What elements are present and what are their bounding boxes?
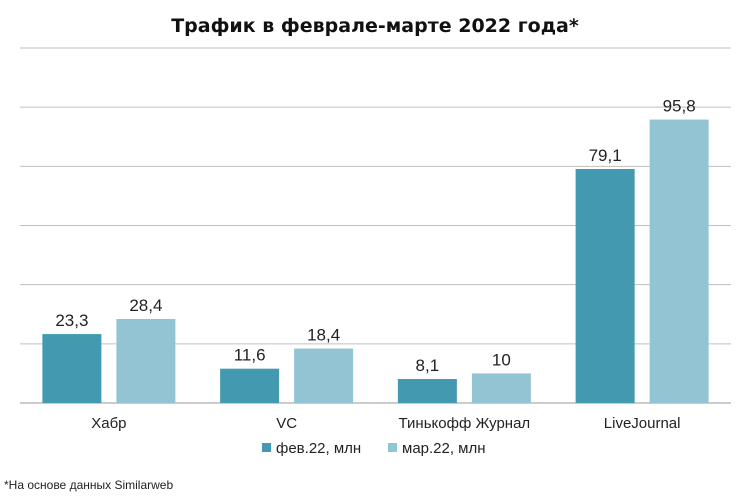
legend: фев.22, млн мар.22, млн [262, 440, 486, 457]
bar-s0-c1 [220, 368, 280, 403]
data-label-s0-c3: 79,1 [589, 146, 622, 165]
data-label-s1-c2: 10 [492, 350, 511, 369]
legend-label-1: мар.22, млн [402, 440, 486, 457]
data-label-s1-c0: 28,4 [129, 296, 162, 315]
bar-s0-c2 [397, 379, 457, 403]
chart-title: Трафик в феврале-марте 2022 года* [171, 15, 579, 37]
bars [42, 119, 709, 403]
data-label-s0-c1: 11,6 [234, 346, 266, 365]
footnote: *На основе данных Similarweb [4, 478, 173, 492]
bar-s1-c0 [116, 318, 176, 403]
legend-swatch-0 [262, 443, 271, 452]
data-label-s1-c3: 95,8 [663, 97, 696, 116]
data-label-s0-c0: 23,3 [55, 311, 88, 330]
category-labels: Хабр VC Тинькофф Журнал LiveJournal [91, 415, 680, 432]
category-label-0: Хабр [91, 415, 126, 432]
bar-s0-c0 [42, 334, 102, 403]
category-label-1: VC [276, 415, 297, 432]
bar-s0-c3 [575, 168, 635, 403]
data-label-s1-c1: 18,4 [307, 326, 340, 345]
bar-s1-c2 [471, 373, 531, 403]
category-label-3: LiveJournal [604, 415, 681, 432]
category-label-2: Тинькофф Журнал [399, 415, 531, 432]
bar-s1-c3 [649, 119, 709, 403]
legend-label-0: фев.22, млн [276, 440, 361, 457]
data-labels: 23,3 28,4 11,6 18,4 8,1 10 79,1 95,8 [55, 97, 695, 375]
bar-s1-c1 [294, 348, 354, 403]
data-label-s0-c2: 8,1 [416, 356, 440, 375]
legend-swatch-1 [388, 443, 397, 452]
